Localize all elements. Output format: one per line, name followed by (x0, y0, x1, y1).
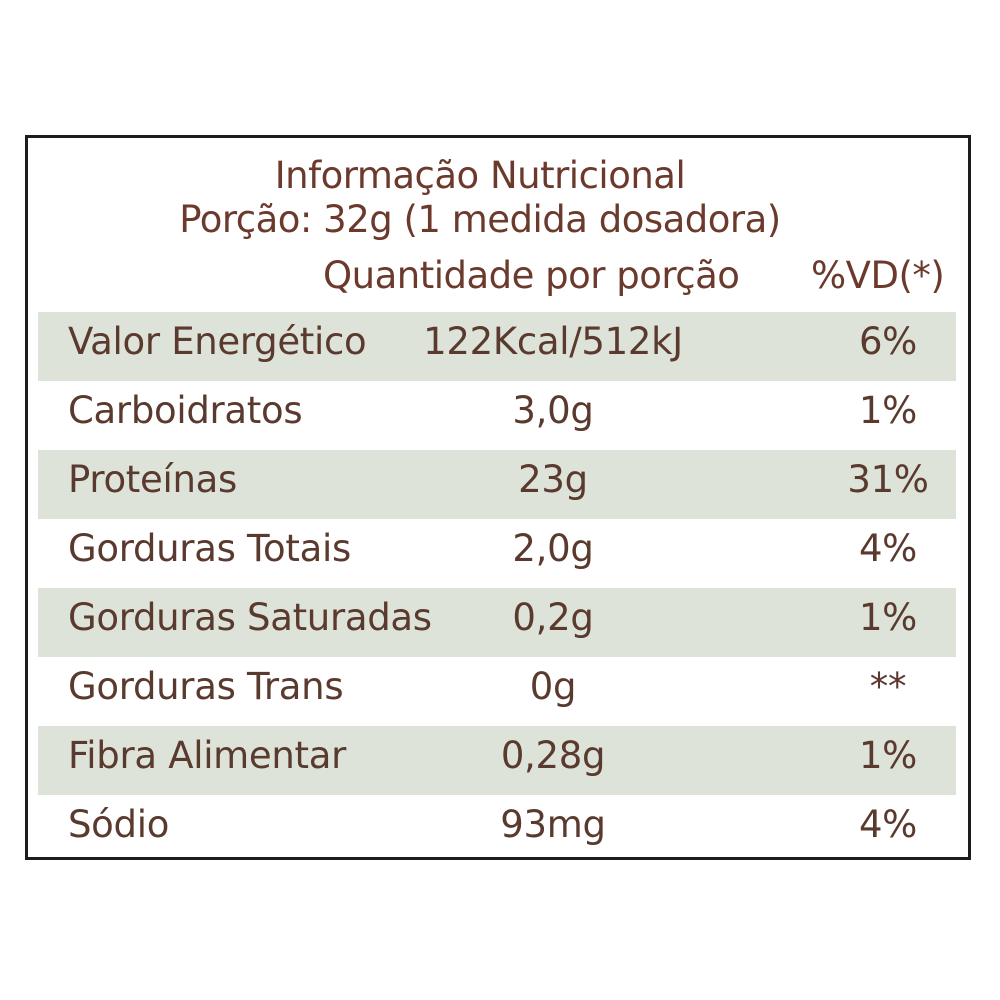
table-row: Fibra Alimentar 0,28g 1% (38, 726, 956, 795)
nutrient-name: Valor Energético (68, 320, 367, 363)
nutrient-name: Proteínas (68, 458, 237, 501)
nutrient-quantity: 0,28g (500, 734, 606, 777)
nutrient-daily-value: 4% (858, 803, 918, 846)
nutrient-daily-value: 31% (847, 458, 929, 501)
nutrient-daily-value: 4% (858, 527, 918, 570)
nutrient-quantity: 2,0g (512, 527, 594, 570)
nutrient-daily-value: 6% (858, 320, 918, 363)
column-header-daily-value: %VD(*) (811, 254, 945, 297)
nutrient-quantity: 122Kcal/512kJ (423, 320, 683, 363)
nutrient-quantity: 23g (518, 458, 588, 501)
table-row: Gorduras Saturadas 0,2g 1% (38, 588, 956, 657)
nutrient-name: Gorduras Totais (68, 527, 351, 570)
nutrient-rows: Valor Energético 122Kcal/512kJ 6% Carboi… (38, 312, 956, 864)
column-header-quantity: Quantidade por porção (323, 254, 740, 297)
nutrient-quantity: 0g (529, 665, 577, 708)
nutrient-daily-value: ** (869, 665, 907, 708)
nutrient-daily-value: 1% (858, 596, 918, 639)
table-row: Valor Energético 122Kcal/512kJ 6% (38, 312, 956, 381)
nutrient-name: Gorduras Trans (68, 665, 344, 708)
table-row: Carboidratos 3,0g 1% (38, 381, 956, 450)
nutrient-quantity: 3,0g (512, 389, 594, 432)
serving-size: Porção: 32g (1 medida dosadora) (179, 198, 781, 241)
nutrition-facts-table: Informação Nutricional Porção: 32g (1 me… (25, 135, 971, 860)
nutrient-daily-value: 1% (858, 734, 918, 777)
nutrient-quantity: 93mg (500, 803, 606, 846)
nutrient-name: Gorduras Saturadas (68, 596, 432, 639)
table-row: Proteínas 23g 31% (38, 450, 956, 519)
table-row: Sódio 93mg 4% (38, 795, 956, 864)
nutrient-daily-value: 1% (858, 389, 918, 432)
table-title: Informação Nutricional (274, 154, 686, 197)
table-row: Gorduras Totais 2,0g 4% (38, 519, 956, 588)
nutrient-name: Carboidratos (68, 389, 303, 432)
nutrient-quantity: 0,2g (512, 596, 594, 639)
nutrient-name: Fibra Alimentar (68, 734, 347, 777)
table-row: Gorduras Trans 0g ** (38, 657, 956, 726)
nutrient-name: Sódio (68, 803, 170, 846)
